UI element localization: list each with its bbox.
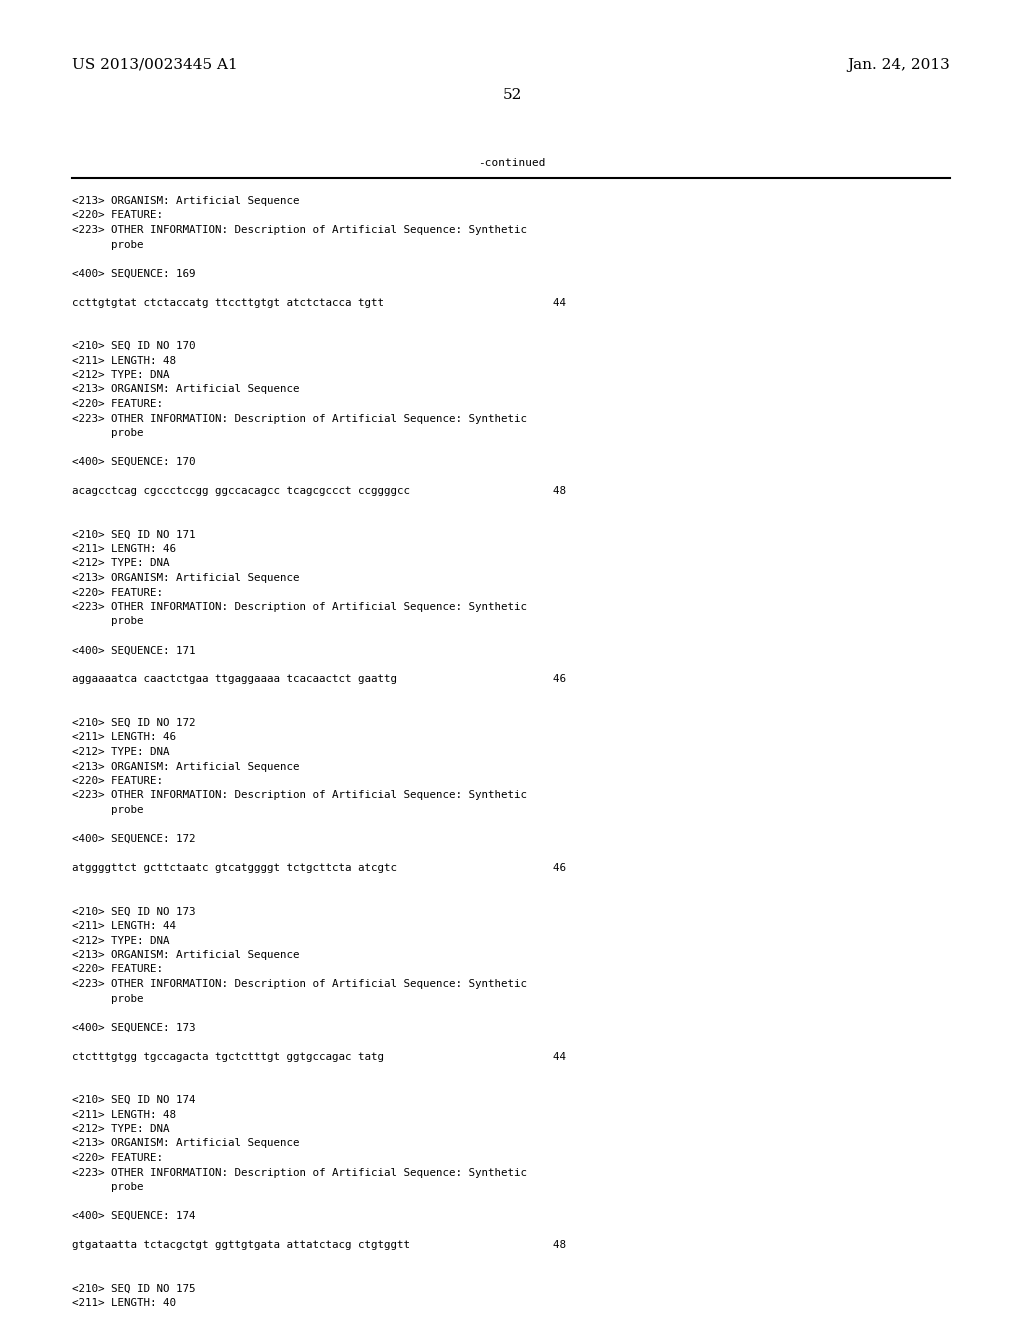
Text: <223> OTHER INFORMATION: Description of Artificial Sequence: Synthetic: <223> OTHER INFORMATION: Description of … bbox=[72, 224, 527, 235]
Text: probe: probe bbox=[72, 805, 143, 814]
Text: <220> FEATURE:: <220> FEATURE: bbox=[72, 1152, 163, 1163]
Text: gtgataatta tctacgctgt ggttgtgata attatctacg ctgtggtt                      48: gtgataatta tctacgctgt ggttgtgata attatct… bbox=[72, 1239, 566, 1250]
Text: <213> ORGANISM: Artificial Sequence: <213> ORGANISM: Artificial Sequence bbox=[72, 195, 299, 206]
Text: <400> SEQUENCE: 170: <400> SEQUENCE: 170 bbox=[72, 457, 196, 467]
Text: <223> OTHER INFORMATION: Description of Artificial Sequence: Synthetic: <223> OTHER INFORMATION: Description of … bbox=[72, 791, 527, 800]
Text: <210> SEQ ID NO 174: <210> SEQ ID NO 174 bbox=[72, 1096, 196, 1105]
Text: <223> OTHER INFORMATION: Description of Artificial Sequence: Synthetic: <223> OTHER INFORMATION: Description of … bbox=[72, 979, 527, 989]
Text: <213> ORGANISM: Artificial Sequence: <213> ORGANISM: Artificial Sequence bbox=[72, 573, 299, 583]
Text: Jan. 24, 2013: Jan. 24, 2013 bbox=[847, 58, 950, 73]
Text: <213> ORGANISM: Artificial Sequence: <213> ORGANISM: Artificial Sequence bbox=[72, 950, 299, 960]
Text: <211> LENGTH: 46: <211> LENGTH: 46 bbox=[72, 544, 176, 554]
Text: probe: probe bbox=[72, 239, 143, 249]
Text: <213> ORGANISM: Artificial Sequence: <213> ORGANISM: Artificial Sequence bbox=[72, 1138, 299, 1148]
Text: <400> SEQUENCE: 172: <400> SEQUENCE: 172 bbox=[72, 834, 196, 843]
Text: <213> ORGANISM: Artificial Sequence: <213> ORGANISM: Artificial Sequence bbox=[72, 762, 299, 771]
Text: <400> SEQUENCE: 169: <400> SEQUENCE: 169 bbox=[72, 268, 196, 279]
Text: <223> OTHER INFORMATION: Description of Artificial Sequence: Synthetic: <223> OTHER INFORMATION: Description of … bbox=[72, 1167, 527, 1177]
Text: <210> SEQ ID NO 171: <210> SEQ ID NO 171 bbox=[72, 529, 196, 540]
Text: <220> FEATURE:: <220> FEATURE: bbox=[72, 399, 163, 409]
Text: ccttgtgtat ctctaccatg ttccttgtgt atctctacca tgtt                          44: ccttgtgtat ctctaccatg ttccttgtgt atctcta… bbox=[72, 297, 566, 308]
Text: US 2013/0023445 A1: US 2013/0023445 A1 bbox=[72, 58, 238, 73]
Text: <212> TYPE: DNA: <212> TYPE: DNA bbox=[72, 936, 170, 945]
Text: <223> OTHER INFORMATION: Description of Artificial Sequence: Synthetic: <223> OTHER INFORMATION: Description of … bbox=[72, 602, 527, 612]
Text: <220> FEATURE:: <220> FEATURE: bbox=[72, 776, 163, 785]
Text: <210> SEQ ID NO 175: <210> SEQ ID NO 175 bbox=[72, 1283, 196, 1294]
Text: <212> TYPE: DNA: <212> TYPE: DNA bbox=[72, 747, 170, 756]
Text: probe: probe bbox=[72, 616, 143, 627]
Text: <211> LENGTH: 48: <211> LENGTH: 48 bbox=[72, 355, 176, 366]
Text: probe: probe bbox=[72, 428, 143, 438]
Text: -continued: -continued bbox=[478, 158, 546, 168]
Text: <210> SEQ ID NO 173: <210> SEQ ID NO 173 bbox=[72, 907, 196, 916]
Text: <212> TYPE: DNA: <212> TYPE: DNA bbox=[72, 370, 170, 380]
Text: probe: probe bbox=[72, 1181, 143, 1192]
Text: <212> TYPE: DNA: <212> TYPE: DNA bbox=[72, 558, 170, 569]
Text: <220> FEATURE:: <220> FEATURE: bbox=[72, 965, 163, 974]
Text: <210> SEQ ID NO 170: <210> SEQ ID NO 170 bbox=[72, 341, 196, 351]
Text: <220> FEATURE:: <220> FEATURE: bbox=[72, 210, 163, 220]
Text: <400> SEQUENCE: 174: <400> SEQUENCE: 174 bbox=[72, 1210, 196, 1221]
Text: aggaaaatca caactctgaa ttgaggaaaa tcacaactct gaattg                        46: aggaaaatca caactctgaa ttgaggaaaa tcacaac… bbox=[72, 675, 566, 685]
Text: <223> OTHER INFORMATION: Description of Artificial Sequence: Synthetic: <223> OTHER INFORMATION: Description of … bbox=[72, 413, 527, 424]
Text: <400> SEQUENCE: 173: <400> SEQUENCE: 173 bbox=[72, 1023, 196, 1032]
Text: <211> LENGTH: 46: <211> LENGTH: 46 bbox=[72, 733, 176, 742]
Text: ctctttgtgg tgccagacta tgctctttgt ggtgccagac tatg                          44: ctctttgtgg tgccagacta tgctctttgt ggtgcca… bbox=[72, 1052, 566, 1061]
Text: <211> LENGTH: 48: <211> LENGTH: 48 bbox=[72, 1110, 176, 1119]
Text: <211> LENGTH: 40: <211> LENGTH: 40 bbox=[72, 1298, 176, 1308]
Text: <220> FEATURE:: <220> FEATURE: bbox=[72, 587, 163, 598]
Text: acagcctcag cgccctccgg ggccacagcc tcagcgccct ccggggcc                      48: acagcctcag cgccctccgg ggccacagcc tcagcgc… bbox=[72, 486, 566, 496]
Text: 52: 52 bbox=[503, 88, 521, 102]
Text: <210> SEQ ID NO 172: <210> SEQ ID NO 172 bbox=[72, 718, 196, 729]
Text: <211> LENGTH: 44: <211> LENGTH: 44 bbox=[72, 921, 176, 931]
Text: atggggttct gcttctaatc gtcatggggt tctgcttcta atcgtc                        46: atggggttct gcttctaatc gtcatggggt tctgctt… bbox=[72, 863, 566, 873]
Text: <400> SEQUENCE: 171: <400> SEQUENCE: 171 bbox=[72, 645, 196, 656]
Text: <213> ORGANISM: Artificial Sequence: <213> ORGANISM: Artificial Sequence bbox=[72, 384, 299, 395]
Text: <212> TYPE: DNA: <212> TYPE: DNA bbox=[72, 1125, 170, 1134]
Text: probe: probe bbox=[72, 994, 143, 1003]
